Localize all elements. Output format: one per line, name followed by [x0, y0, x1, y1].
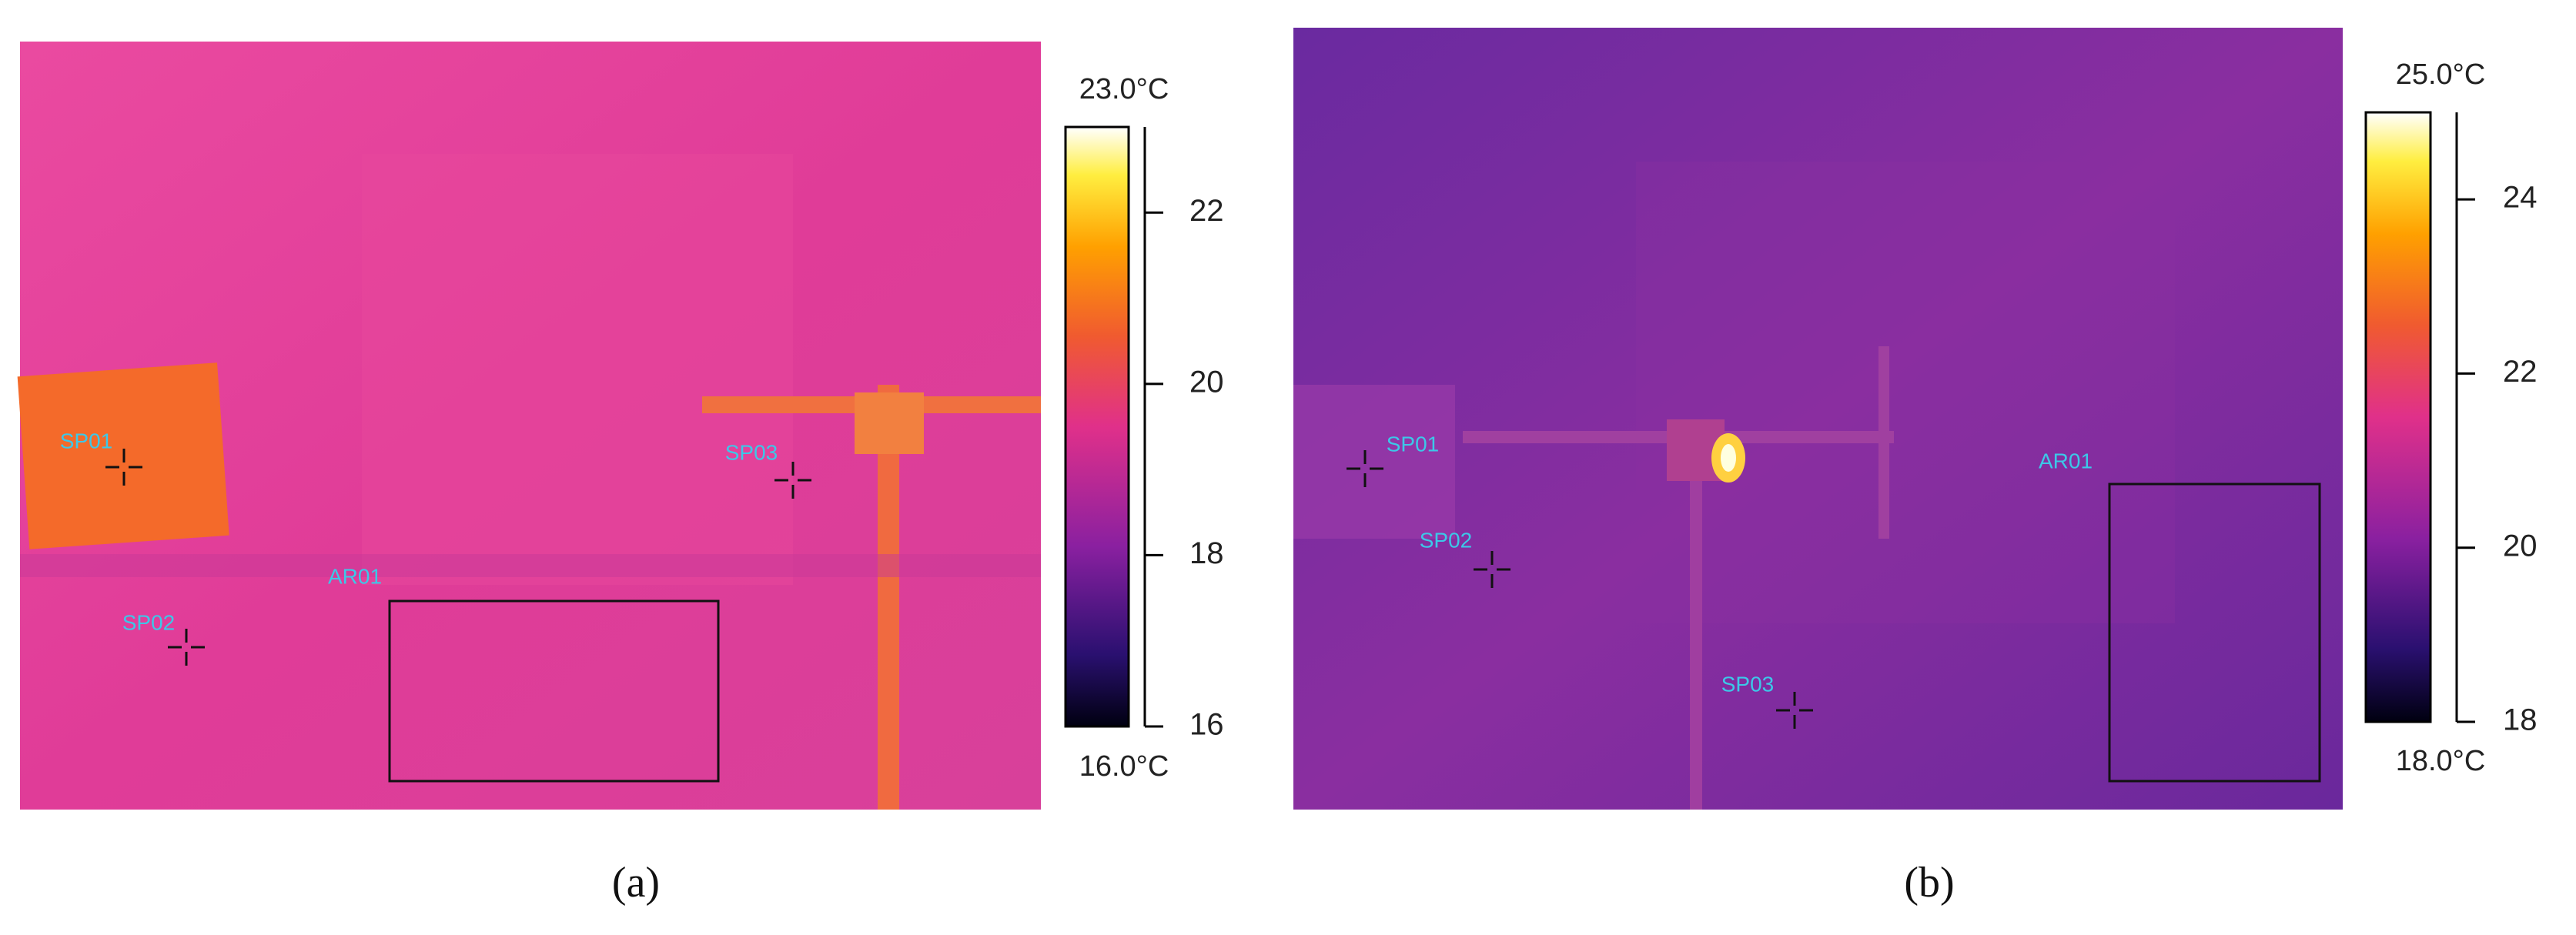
colorbar-tick-label: 20 — [1189, 365, 1224, 399]
spot-label: SP02 — [1420, 528, 1473, 552]
area-label: AR01 — [2039, 449, 2093, 473]
spot-label: SP01 — [60, 429, 113, 452]
spot-label: SP02 — [122, 610, 176, 634]
panel-caption: (b) — [1904, 859, 1954, 907]
spot-cross — [774, 462, 811, 499]
colorbar-tick-label: 20 — [2503, 529, 2538, 563]
colorbar-tick-label: 24 — [2503, 181, 2538, 215]
colorbar-tick-label: 18 — [1189, 536, 1224, 570]
colorbar-tick-label: 16 — [1189, 708, 1224, 742]
colorbar — [1064, 125, 1130, 728]
colorbar-tick-label: 22 — [2503, 355, 2538, 389]
area-box — [2108, 483, 2321, 783]
panel-caption: (a) — [612, 859, 660, 907]
colorbar-tick-label: 22 — [1189, 194, 1224, 228]
colorbar-min-label: 16.0°C — [1079, 750, 1169, 783]
colorbar-max-label: 25.0°C — [2396, 58, 2486, 91]
colorbar-min-label: 18.0°C — [2396, 745, 2486, 777]
area-label: AR01 — [328, 564, 382, 588]
spot-label: SP01 — [1387, 432, 1440, 456]
spot-label: SP03 — [1721, 672, 1775, 696]
colorbar-max-label: 23.0°C — [1079, 73, 1169, 105]
thermal-image-b — [1293, 28, 2343, 810]
spot-cross — [105, 449, 142, 486]
thermal-image-a — [17, 42, 1041, 810]
spot-cross — [168, 629, 205, 666]
colorbar-tick-label: 18 — [2503, 703, 2538, 737]
area-box — [388, 599, 720, 783]
spot-label: SP03 — [725, 440, 778, 464]
spot-cross — [1474, 551, 1510, 588]
colorbar — [2364, 111, 2432, 723]
spot-cross — [1776, 692, 1813, 729]
spot-cross — [1347, 450, 1383, 487]
